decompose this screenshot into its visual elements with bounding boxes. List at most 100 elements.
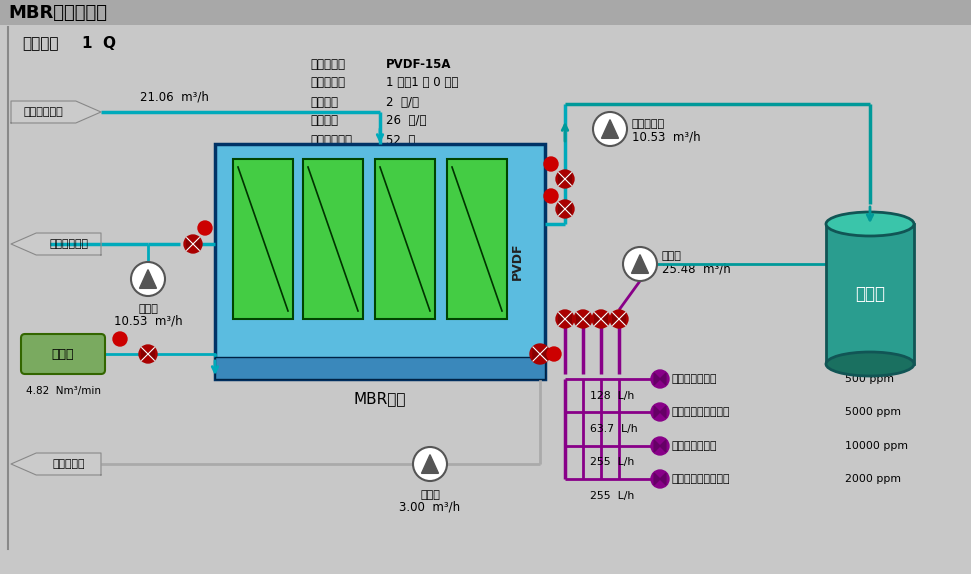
Polygon shape [565,173,571,185]
Text: 膜箱数量: 膜箱数量 [310,95,338,108]
Polygon shape [186,238,193,250]
Text: 5000 ppm: 5000 ppm [845,407,901,417]
Text: 10000 ppm: 10000 ppm [845,441,908,451]
Polygon shape [11,233,101,255]
Circle shape [556,310,574,328]
Text: 产水抽吸泵: 产水抽吸泵 [632,119,665,129]
Circle shape [184,235,202,253]
Text: 来自生化系统: 来自生化系统 [23,107,63,117]
Circle shape [131,262,165,296]
Polygon shape [142,348,148,360]
Text: 排泥泵: 排泥泵 [420,490,440,500]
Text: 膜装置数量: 膜装置数量 [310,76,345,90]
Text: 4.82  Nm³/min: 4.82 Nm³/min [25,386,101,396]
Text: 维护性清洗加氧化剂: 维护性清洗加氧化剂 [671,407,729,417]
Text: 回流泵: 回流泵 [138,304,158,314]
FancyBboxPatch shape [21,334,105,374]
Text: 膜元件型号: 膜元件型号 [310,57,345,71]
Polygon shape [660,406,666,418]
Text: 3.00  m³/h: 3.00 m³/h [399,500,460,513]
Polygon shape [565,203,571,215]
Bar [303,159,363,319]
Circle shape [651,470,669,488]
Text: 10.53  m³/h: 10.53 m³/h [632,130,701,144]
Polygon shape [619,313,625,325]
Polygon shape [613,313,619,325]
Circle shape [139,345,157,363]
Text: 回流比：: 回流比： [22,37,58,52]
Polygon shape [601,119,619,138]
Text: 反洗泵: 反洗泵 [662,251,682,261]
Bar [375,159,435,319]
Text: 膜箱规格: 膜箱规格 [310,114,338,127]
Text: 2  个/套: 2 个/套 [386,95,419,108]
Text: 25.48  m³/h: 25.48 m³/h [662,262,731,276]
Polygon shape [540,347,547,361]
Circle shape [544,157,558,171]
Text: 运行通量: 运行通量 [310,153,338,165]
Circle shape [651,437,669,455]
Text: 63.7  L/h: 63.7 L/h [590,424,638,434]
Circle shape [651,403,669,421]
Polygon shape [583,313,589,325]
Circle shape [556,200,574,218]
Bar [0,0,971,25]
Text: 清水池: 清水池 [855,285,885,303]
Polygon shape [148,348,154,360]
Circle shape [592,310,610,328]
Polygon shape [558,173,565,185]
Circle shape [610,310,628,328]
Text: MBR系统流程图: MBR系统流程图 [8,4,107,22]
Circle shape [547,347,561,361]
Text: 128  L/h: 128 L/h [590,390,634,401]
Text: PVDF: PVDF [511,243,523,280]
Ellipse shape [826,352,914,376]
Polygon shape [565,313,571,325]
Circle shape [593,112,627,146]
Text: PVDF-15A: PVDF-15A [386,57,452,71]
Circle shape [623,247,657,281]
Text: 膜元件总数量: 膜元件总数量 [310,134,352,146]
Text: 污泥浓缩池: 污泥浓缩池 [52,459,84,469]
Bar [447,159,507,319]
Polygon shape [594,313,601,325]
Polygon shape [193,238,199,250]
Ellipse shape [826,212,914,236]
Polygon shape [660,440,666,452]
Polygon shape [631,255,649,273]
Circle shape [113,332,127,346]
Polygon shape [577,313,583,325]
Text: 恢复性清洗加酸: 恢复性清洗加酸 [671,441,717,451]
Polygon shape [654,373,660,385]
Text: MBR膜池: MBR膜池 [353,391,406,406]
Text: 500 ppm: 500 ppm [845,374,894,384]
Circle shape [544,189,558,203]
Text: 维护性清洗加酸: 维护性清洗加酸 [671,374,717,384]
Text: 1 套（1 用 0 备）: 1 套（1 用 0 备） [386,76,458,90]
Text: 10.53  m³/h: 10.53 m³/h [114,314,183,327]
Polygon shape [660,373,666,385]
Polygon shape [11,453,101,475]
Circle shape [198,221,212,235]
Text: 255  L/h: 255 L/h [590,491,634,501]
Circle shape [651,370,669,388]
Text: 2000 ppm: 2000 ppm [845,474,901,484]
Text: 1  Q: 1 Q [82,37,116,52]
Polygon shape [533,347,540,361]
Bar [826,224,914,364]
Polygon shape [558,203,565,215]
Text: 255  L/h: 255 L/h [590,457,634,467]
Text: 回流至好氧池: 回流至好氧池 [50,239,88,249]
Text: 26  帘/个: 26 帘/个 [386,114,426,127]
Circle shape [530,344,550,364]
Polygon shape [654,473,660,485]
Circle shape [413,447,447,481]
Polygon shape [140,270,156,288]
Circle shape [574,310,592,328]
Circle shape [556,170,574,188]
Text: 恢复性清洗加氧化剂: 恢复性清洗加氧化剂 [671,474,729,484]
Polygon shape [654,440,660,452]
Polygon shape [421,455,439,474]
Bar [233,159,293,319]
Bar [215,357,545,379]
